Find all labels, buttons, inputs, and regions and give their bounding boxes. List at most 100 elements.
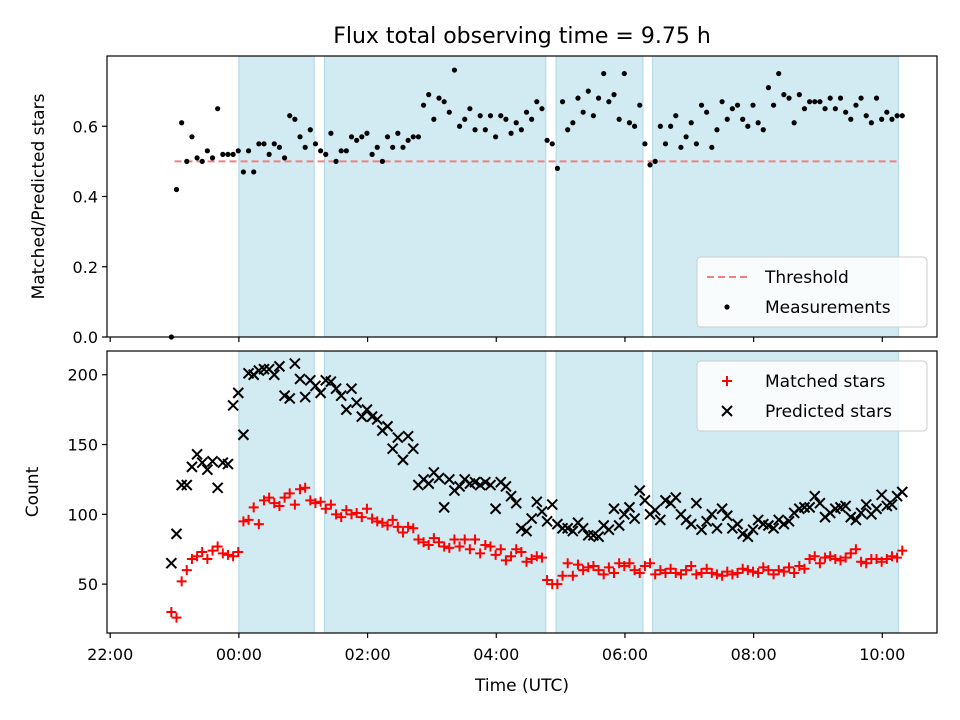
data-point [338, 148, 344, 154]
data-point [552, 579, 563, 590]
data-point [197, 547, 208, 558]
data-point [827, 95, 833, 101]
data-point [449, 534, 460, 545]
data-point [531, 551, 542, 562]
data-point [562, 558, 573, 569]
legend-marker [724, 304, 730, 310]
data-point [397, 527, 408, 538]
data-point [809, 551, 820, 562]
data-point [899, 113, 905, 119]
data-point [606, 99, 612, 105]
data-point [700, 515, 713, 528]
data-point [194, 155, 200, 161]
data-point [554, 165, 560, 171]
data-point [709, 144, 715, 150]
data-point [348, 134, 355, 140]
data-point [196, 456, 208, 469]
data-point [765, 85, 772, 91]
data-point [433, 472, 445, 484]
observing-interval-shade [323, 350, 547, 634]
y-tick-label: 0.4 [73, 188, 98, 207]
data-point [258, 363, 270, 375]
data-point [446, 109, 452, 115]
data-point [794, 560, 805, 571]
data-point [186, 554, 197, 565]
legend-marker [721, 405, 733, 417]
data-point [889, 116, 895, 122]
data-point [343, 148, 349, 154]
legend-box [696, 256, 928, 328]
data-point [508, 130, 514, 136]
legend-box [696, 360, 928, 432]
data-point [654, 514, 667, 526]
x-tick-label: 08:00 [731, 645, 777, 664]
data-point [434, 537, 444, 548]
data-point [711, 522, 723, 535]
data-point [264, 492, 275, 503]
data-point [170, 528, 183, 540]
data-point [309, 380, 322, 392]
data-point [498, 113, 504, 119]
data-point [626, 120, 633, 126]
data-point [776, 70, 782, 77]
data-point [609, 567, 620, 578]
data-point [245, 148, 252, 154]
data-point [400, 144, 406, 150]
data-point [206, 455, 219, 467]
data-point [273, 360, 286, 373]
data-point [312, 141, 319, 147]
data-point [711, 569, 722, 580]
data-point [685, 518, 697, 530]
data-point [714, 127, 720, 133]
data-point [778, 566, 789, 577]
data-point [628, 512, 641, 525]
data-point [814, 558, 825, 569]
data-point [623, 501, 636, 514]
data-point [886, 551, 897, 562]
data-point [420, 102, 427, 108]
data-point [742, 565, 753, 576]
data-point [588, 560, 599, 571]
data-point [423, 540, 434, 551]
data-point [884, 109, 890, 115]
data-point [583, 562, 594, 573]
data-point [691, 569, 702, 580]
data-point [578, 565, 589, 576]
legend-marker [722, 376, 732, 386]
data-point [314, 387, 327, 399]
data-point [359, 134, 365, 140]
data-point [387, 514, 398, 525]
data-point [722, 566, 733, 577]
data-point [536, 552, 547, 563]
data-point [523, 109, 530, 115]
data-point [704, 109, 710, 115]
data-point [598, 569, 609, 580]
data-point [580, 109, 586, 115]
data-point [475, 548, 486, 559]
data-point [592, 530, 605, 543]
data-point [652, 158, 658, 164]
data-point [645, 558, 656, 569]
legend: Threshold Measurements [696, 256, 928, 328]
data-point [323, 151, 329, 157]
data-point [426, 92, 432, 98]
data-point [202, 554, 213, 565]
data-point [470, 534, 481, 545]
data-point [516, 547, 527, 558]
data-point [364, 130, 370, 136]
data-point [693, 141, 699, 147]
data-point [695, 523, 708, 536]
data-point [415, 134, 422, 140]
data-point [464, 544, 475, 555]
data-point [284, 392, 296, 405]
data-point [657, 123, 663, 129]
data-point [848, 116, 854, 122]
data-point [408, 523, 419, 534]
data-point [333, 158, 339, 164]
data-point [354, 137, 360, 143]
data-point [724, 116, 730, 122]
data-point [268, 369, 280, 381]
data-point [665, 563, 676, 574]
data-point [199, 158, 205, 164]
data-point [639, 494, 651, 507]
